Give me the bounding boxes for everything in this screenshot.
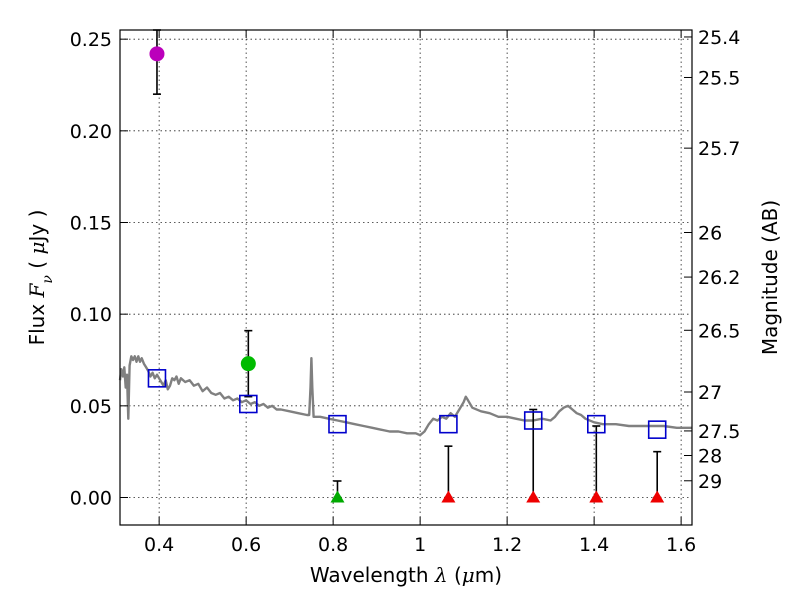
model-photometry-point xyxy=(647,420,667,439)
x-axis-title-text: Wavelength xyxy=(310,563,429,587)
y2-tick-label: 26.5 xyxy=(698,320,740,342)
upper-limit-point xyxy=(526,490,541,503)
y-axis-title-text: Flux xyxy=(25,304,49,346)
model-photometry-point xyxy=(587,414,606,434)
x-tick-label: 0.4 xyxy=(144,534,174,556)
y-axis-symbol: F xyxy=(25,282,49,298)
model-photometry-point xyxy=(147,369,167,388)
upper-limit-point xyxy=(650,490,665,503)
y2-tick-label: 27 xyxy=(698,382,722,404)
model-photometry-point xyxy=(239,394,258,414)
tick-labels: 0.4 0.6 0.8 1 1.2 1.4 1.6 0.00 0.05 0.10 0.15 0.20 0… xyxy=(70,27,741,556)
y2-axis-title: Magnitude (AB) xyxy=(758,200,782,355)
y-tick-label: 0.05 xyxy=(70,396,112,418)
detection-point xyxy=(240,356,256,372)
x-axis-unit: m) xyxy=(475,563,502,587)
y2-tick-label: 25.7 xyxy=(698,138,740,160)
sed-model-layer xyxy=(118,355,692,437)
x-tick-label: 1.6 xyxy=(666,534,696,556)
y-axis-title: Flux Fν ( μJy ) xyxy=(25,210,56,346)
upper-limit-point xyxy=(589,490,604,503)
tick-marks xyxy=(120,30,692,525)
y2-tick-label: 28 xyxy=(698,445,722,467)
x-tick-label: 1.2 xyxy=(492,534,522,556)
x-axis-symbol: λ xyxy=(434,563,448,587)
sed-model-curve xyxy=(118,355,692,437)
x-tick-label: 1 xyxy=(414,534,426,556)
markers-layer xyxy=(147,46,667,503)
model-photometry-point xyxy=(523,411,543,430)
x-axis-title: Wavelength λ (μm) xyxy=(310,563,502,587)
grid-lines xyxy=(120,30,692,525)
x-tick-label: 0.8 xyxy=(318,534,348,556)
y-tick-label: 0.15 xyxy=(70,213,112,235)
y2-tick-label: 25.5 xyxy=(698,67,740,89)
y2-tick-label: 26 xyxy=(698,222,722,244)
error-bars-layer xyxy=(152,29,662,499)
x-tick-label: 1.4 xyxy=(579,534,609,556)
y2-tick-label: 29 xyxy=(698,471,722,493)
upper-limit-point xyxy=(441,490,456,503)
y-tick-label: 0.20 xyxy=(70,121,112,143)
upper-limit-point xyxy=(330,490,345,503)
y-axis-unit: Jy ) xyxy=(25,210,49,244)
y2-tick-label: 25.4 xyxy=(698,27,740,49)
model-photometry-point xyxy=(328,414,347,434)
y2-tick-label: 27.5 xyxy=(698,421,740,443)
model-photometry-point xyxy=(439,414,458,434)
y-tick-label: 0.00 xyxy=(70,488,112,510)
plot-frame xyxy=(119,29,693,526)
detection-point xyxy=(149,46,165,62)
y-tick-label: 0.25 xyxy=(70,29,112,51)
x-tick-label: 0.6 xyxy=(231,534,261,556)
y-tick-label: 0.10 xyxy=(70,304,112,326)
y2-tick-label: 26.2 xyxy=(698,267,740,289)
